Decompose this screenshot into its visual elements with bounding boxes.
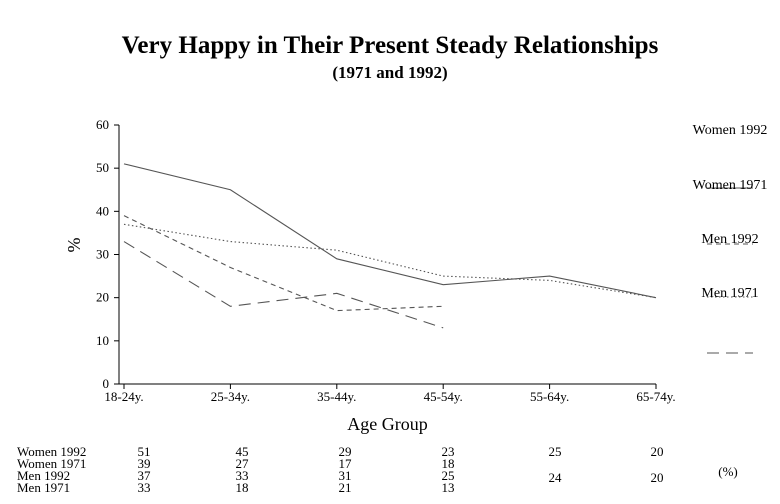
table-cell: 37 (138, 468, 152, 483)
y-tick-label: 40 (96, 203, 109, 218)
y-tick-label: 10 (96, 333, 109, 348)
x-tick-label: 35-44y. (317, 389, 356, 404)
table-cell: 25 (442, 468, 455, 483)
table-row-label: Men 1971 (17, 480, 70, 495)
y-tick-label: 30 (96, 247, 109, 262)
y-tick-label: 0 (103, 376, 110, 391)
x-tick-label: 25-34y. (211, 389, 250, 404)
legend-label: Men 1971 (701, 286, 758, 301)
chart-title: Very Happy in Their Present Steady Relat… (121, 32, 659, 59)
table-cell: 33 (138, 480, 151, 495)
table-cell: 13 (442, 480, 455, 495)
table-cell: 23 (442, 444, 455, 459)
table-cell: 24 (549, 470, 563, 485)
legend-label: Men 1992 (701, 232, 758, 247)
y-tick-label: 60 (96, 117, 109, 132)
table-cell: 21 (339, 480, 352, 495)
table-cell: 18 (442, 456, 455, 471)
table-cell: 39 (138, 456, 151, 471)
x-tick-label: 65-74y. (636, 389, 675, 404)
y-axis-label: % (64, 238, 84, 253)
y-tick-label: 50 (96, 160, 109, 175)
table-cell: 31 (339, 468, 352, 483)
series-line-women-1992 (123, 163, 657, 299)
chart-subtitle: (1971 and 1992) (332, 63, 448, 82)
x-tick-label: 55-64y. (530, 389, 569, 404)
legend-label: Women 1992 (693, 123, 768, 138)
table-cell: 20 (651, 444, 664, 459)
table-cell: 17 (339, 456, 353, 471)
x-tick-label: 45-54y. (424, 389, 463, 404)
table-cell: 25 (549, 444, 562, 459)
table-cell: 18 (236, 480, 249, 495)
series-line-men-1971 (123, 241, 444, 329)
table-cell: 33 (236, 468, 249, 483)
table-cell: 51 (138, 444, 151, 459)
table-row-label: Women 1992 (17, 444, 86, 459)
table-row-label: Men 1992 (17, 468, 70, 483)
table-cell: 27 (236, 456, 250, 471)
table-unit: (%) (718, 464, 738, 479)
y-tick-label: 20 (96, 290, 109, 305)
table-cell: 29 (339, 444, 352, 459)
table-cell: 45 (236, 444, 249, 459)
series-line-men-1992 (123, 223, 657, 299)
table-row-label: Women 1971 (17, 456, 86, 471)
x-tick-label: 18-24y. (104, 389, 143, 404)
table-cell: 20 (651, 470, 664, 485)
series-line-women-1971 (123, 215, 444, 312)
x-axis-label: Age Group (347, 414, 427, 434)
legend-label: Women 1971 (693, 178, 768, 193)
